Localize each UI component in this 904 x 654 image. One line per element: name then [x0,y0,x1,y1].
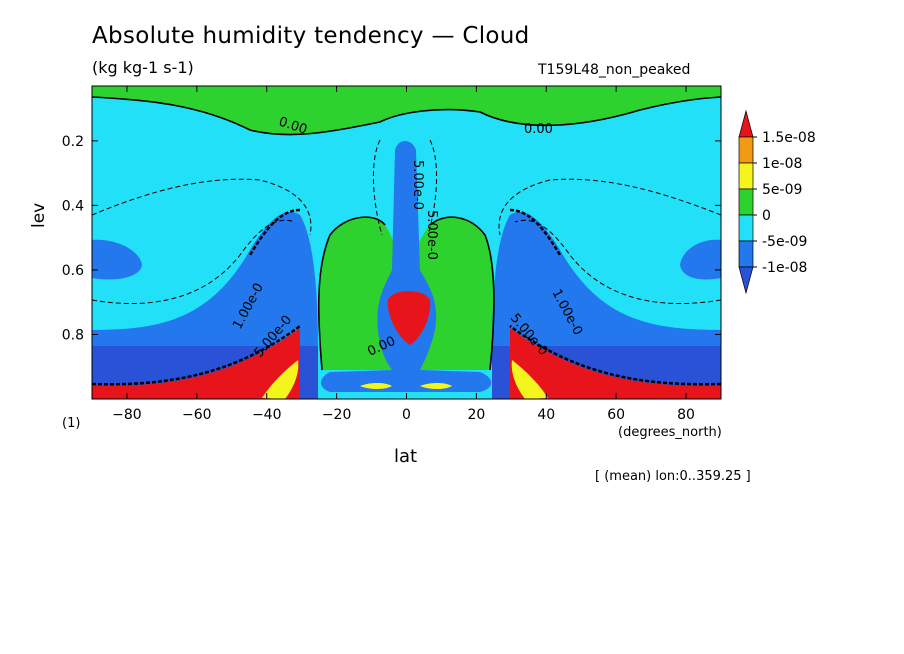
one-label: (1) [62,416,81,431]
contour-lines-bold [92,208,721,386]
y-tick-label: 0.2 [62,134,84,150]
mean-note: [ (mean) lon:0..359.25 ] [595,469,751,484]
y-tick-label: 0.8 [62,327,84,343]
y-tick-label: 0.6 [62,263,84,279]
colorbar-label: 1.5e-08 [762,130,816,146]
contour-label: 5.00e-0 [424,210,439,260]
colorbar-label: 1e-08 [762,156,802,172]
run-name: T159L48_non_peaked [538,62,691,78]
colorbar-segment [738,214,754,242]
field-red-center [387,291,431,345]
field-blue-lobe-right [680,239,721,280]
chart-title: Absolute humidity tendency — Cloud [92,23,530,49]
field-yellow-right [511,360,548,399]
x-axis-label: lat [394,446,418,467]
field-yellow-left [262,360,299,399]
contour-label: 0.00 [524,122,553,137]
contour-lines-zero [92,96,721,371]
field-yellow-center [360,383,452,389]
x-tick-label: 80 [677,407,695,423]
colorbar-label: 0 [762,208,771,224]
chart-units: (kg kg-1 s-1) [92,58,194,77]
colorbar-label: -1e-08 [762,260,807,276]
field-red-left [92,328,300,399]
colorbar: 1.5e-08 1e-08 5e-09 0 -5e-09 -1e-08 [738,109,816,295]
colorbar-segment [738,162,754,190]
x-tick-label: 0 [402,407,411,423]
x-axis-unit: (degrees_north) [618,425,722,440]
colorbar-segment [738,266,754,295]
colorbar-segment [738,240,754,268]
axes: −80 −60 −40 −20 0 20 40 60 80 0.2 0.4 0.6 0.8 [62,86,721,423]
field-blue-lobe-left [92,239,142,280]
y-tick-label: 0.4 [62,198,84,214]
x-tick-label: 60 [607,407,625,423]
x-tick-label: 40 [537,407,555,423]
colorbar-label: 5e-09 [762,182,802,198]
field-red-right [510,328,721,399]
colorbar-segment [738,136,754,164]
x-tick-label: −20 [322,407,352,423]
field-blue-column [321,141,492,392]
x-tick-label: −40 [252,407,282,423]
contour-label: 5.00e-0 [410,160,425,210]
colorbar-segment [738,109,754,138]
x-tick-label: −80 [112,407,142,423]
colorbar-segment [738,188,754,216]
x-tick-label: 20 [467,407,485,423]
contour-fields: 0.00 0.00 5.00e-0 5.00e-0 1.00e-0 1.00e-… [92,86,721,399]
colorbar-label: -5e-09 [762,234,807,250]
x-tick-label: −60 [182,407,212,423]
